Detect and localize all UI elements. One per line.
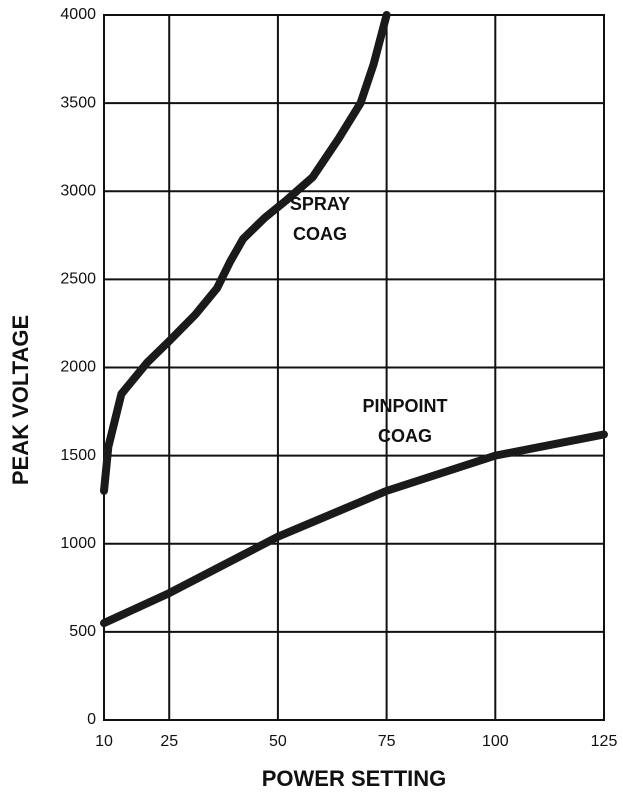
data-line	[100, 11, 391, 495]
y-tick-label: 3500	[60, 94, 96, 111]
y-axis-title: PEAK VOLTAGE	[8, 315, 33, 485]
y-tick-label: 2500	[60, 271, 96, 288]
y-tick-label: 500	[69, 623, 96, 640]
x-tick-label: 25	[160, 733, 178, 750]
y-tick-label: 2000	[60, 359, 96, 376]
y-tick-label: 0	[87, 711, 96, 728]
y-tick-label: 3000	[60, 182, 96, 199]
y-tick-label: 1500	[60, 447, 96, 464]
x-tick-label: 125	[591, 733, 618, 750]
x-tick-label: 50	[269, 733, 287, 750]
y-tick-label: 1000	[60, 535, 96, 552]
annotation: COAG	[378, 426, 432, 446]
data-line	[100, 430, 608, 628]
annotation: SPRAY	[290, 194, 350, 214]
x-tick-label: 100	[482, 733, 509, 750]
annotation: PINPOINT	[362, 396, 447, 416]
x-tick-label: 75	[378, 733, 396, 750]
x-tick-label: 10	[95, 733, 113, 750]
y-tick-label: 4000	[60, 6, 96, 23]
annotation: COAG	[293, 224, 347, 244]
x-axis-title: POWER SETTING	[262, 766, 447, 791]
